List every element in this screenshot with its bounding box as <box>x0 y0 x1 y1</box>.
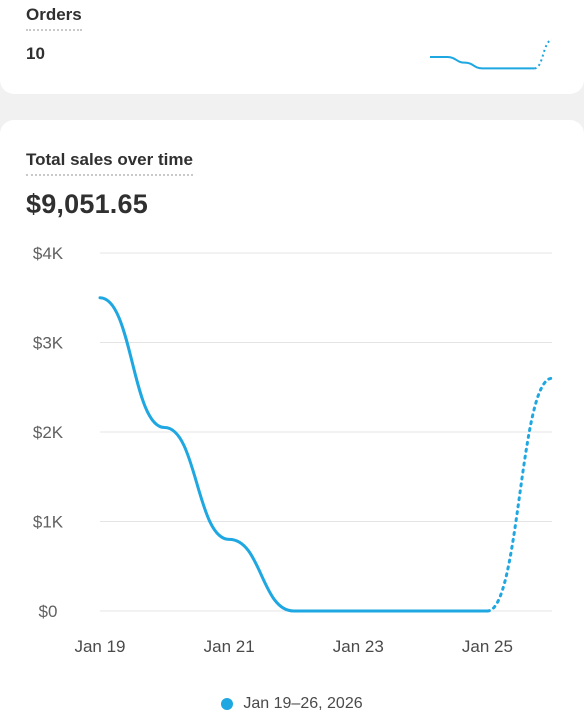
orders-value: 10 <box>26 44 45 63</box>
legend-dot-icon <box>221 698 234 710</box>
y-tick-label: $3K <box>33 334 64 353</box>
sales-title[interactable]: Total sales over time <box>26 150 193 176</box>
series-line-projected <box>485 376 554 613</box>
y-tick-label: $4K <box>33 244 64 263</box>
sparkline-projected <box>534 39 553 70</box>
series-line-solid <box>98 296 489 613</box>
sales-chart: $4K $3K $2K $1K $0 Jan 19 Jan 21 Jan 23 Jan 25 <box>33 244 554 656</box>
x-tick-label: Jan 25 <box>462 637 513 656</box>
y-tick-label: $0 <box>39 602 58 621</box>
x-tick-label: Jan 23 <box>333 637 384 656</box>
orders-title[interactable]: Orders <box>26 5 82 31</box>
y-tick-label: $1K <box>33 513 64 532</box>
sparkline-solid <box>430 56 535 70</box>
orders-sparkline <box>430 39 553 70</box>
x-tick-label: Jan 19 <box>74 637 125 656</box>
y-tick-label: $2K <box>33 423 64 442</box>
orders-card[interactable]: Orders 10 <box>0 0 584 94</box>
legend-label: Jan 19–26, 2026 <box>243 695 363 712</box>
x-tick-label: Jan 21 <box>204 637 255 656</box>
sales-card[interactable]: $4K $3K $2K $1K $0 Jan 19 Jan 21 Jan 23 Jan 25 T… <box>0 120 584 720</box>
chart-legend[interactable]: Jan 19–26, 2026 <box>0 695 584 713</box>
sales-total-value: $9,051.65 <box>26 189 148 219</box>
